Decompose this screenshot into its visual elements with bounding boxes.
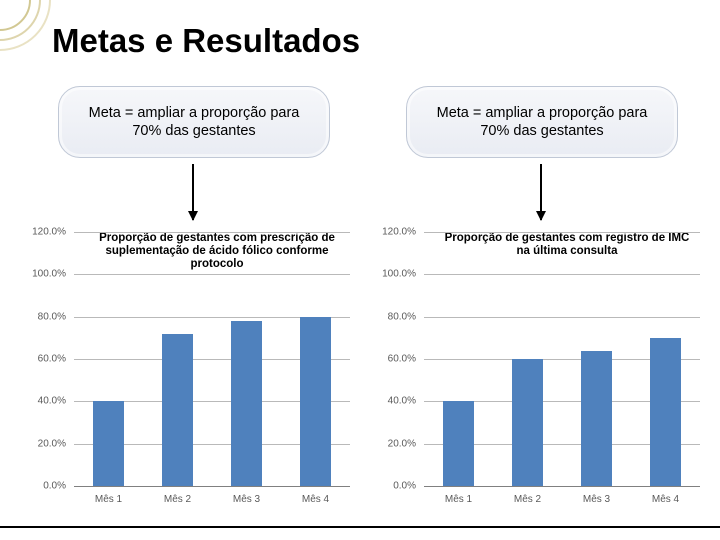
chart-ytick-label: 60.0% (374, 354, 420, 365)
chart-bar (162, 334, 194, 486)
chart-ytick-label: 60.0% (24, 354, 70, 365)
chart-bar (93, 401, 125, 486)
chart-xtick-label: Mês 4 (281, 490, 350, 508)
chart-bar (581, 351, 613, 486)
chart-gridline (74, 232, 350, 233)
callout-left-text: Meta = ampliar a proporção para 70% das … (79, 104, 309, 140)
chart-ytick-label: 0.0% (374, 481, 420, 492)
chart-baseline (424, 486, 700, 487)
chart-ytick-label: 100.0% (24, 269, 70, 280)
chart-right: Proporção de gestantes com registro de I… (374, 232, 704, 508)
footer-rule (0, 526, 720, 528)
chart-bar (300, 317, 332, 486)
arrow-icon (192, 164, 194, 220)
chart-left: Proporção de gestantes com prescrição de… (24, 232, 354, 508)
callout-right-text: Meta = ampliar a proporção para 70% das … (427, 104, 657, 140)
chart-right-plot (424, 232, 700, 486)
chart-left-plot (74, 232, 350, 486)
chart-ytick-label: 40.0% (374, 396, 420, 407)
chart-xtick-label: Mês 1 (74, 490, 143, 508)
chart-bar (443, 401, 475, 486)
chart-ytick-label: 120.0% (24, 227, 70, 238)
chart-baseline (74, 486, 350, 487)
chart-bar (512, 359, 544, 486)
chart-xtick-label: Mês 4 (631, 490, 700, 508)
callout-right: Meta = ampliar a proporção para 70% das … (406, 86, 678, 158)
chart-gridline (424, 317, 700, 318)
chart-ytick-label: 100.0% (374, 269, 420, 280)
chart-bar (650, 338, 682, 486)
chart-xtick-label: Mês 3 (212, 490, 281, 508)
chart-xtick-label: Mês 2 (493, 490, 562, 508)
chart-bar (231, 321, 263, 486)
callout-left: Meta = ampliar a proporção para 70% das … (58, 86, 330, 158)
chart-xtick-label: Mês 3 (562, 490, 631, 508)
chart-ytick-label: 80.0% (374, 311, 420, 322)
chart-gridline (424, 274, 700, 275)
chart-xtick-label: Mês 1 (424, 490, 493, 508)
chart-ytick-label: 40.0% (24, 396, 70, 407)
chart-ytick-label: 20.0% (24, 438, 70, 449)
chart-ytick-label: 20.0% (374, 438, 420, 449)
chart-gridline (74, 274, 350, 275)
chart-ytick-label: 120.0% (374, 227, 420, 238)
chart-ytick-label: 0.0% (24, 481, 70, 492)
page-title: Metas e Resultados (52, 22, 360, 60)
chart-gridline (424, 232, 700, 233)
chart-ytick-label: 80.0% (24, 311, 70, 322)
chart-xtick-label: Mês 2 (143, 490, 212, 508)
arrow-icon (540, 164, 542, 220)
